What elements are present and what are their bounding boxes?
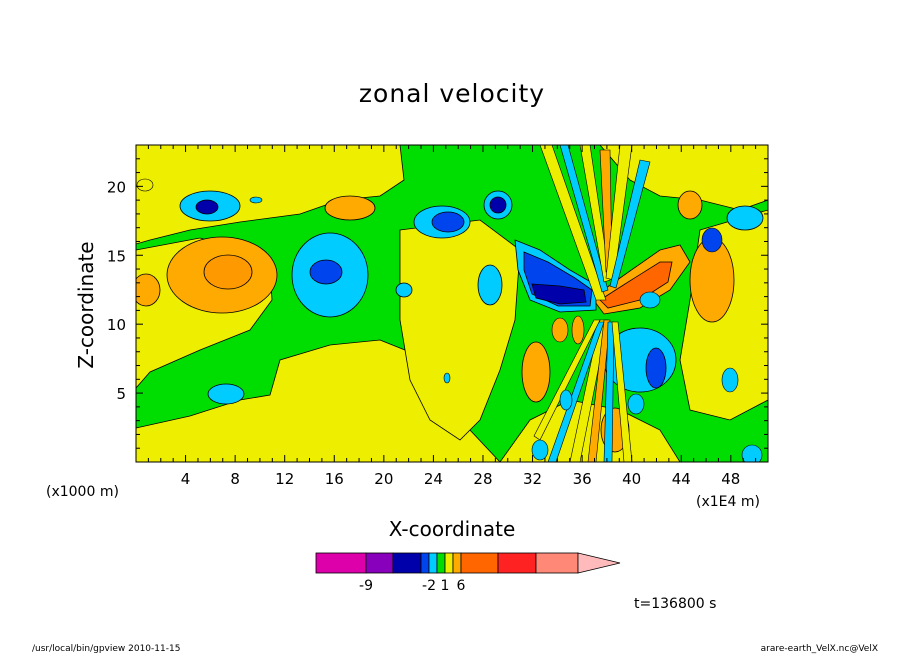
colorbar [315, 552, 621, 574]
x-tick-label-4: 4 [181, 470, 191, 488]
y-tick-label-10: 10 [107, 316, 126, 334]
x-tick-label-36: 36 [573, 470, 592, 488]
colorbar-segment-3 [392, 552, 422, 574]
cell-12 [136, 178, 154, 192]
jet-negative [514, 239, 597, 313]
x-axis-label: X-coordinate [389, 517, 516, 541]
wave-beam-10 [611, 321, 633, 462]
cell-4 [627, 393, 645, 415]
region-blue-right-low [645, 347, 667, 389]
cell-2 [571, 315, 585, 345]
colorbar-label--9: -9 [359, 578, 373, 594]
cell-7 [741, 444, 763, 462]
y-tick-label-5: 5 [116, 385, 126, 403]
y-axis-label: Z-coordinate [74, 241, 98, 368]
y-tick-label-15: 15 [107, 247, 126, 265]
colorbar-segment-5 [428, 552, 438, 574]
region-blue-top-mid [431, 211, 465, 233]
plot-area [136, 145, 768, 462]
colorbar-label--2: -2 [422, 578, 436, 594]
x-tick-label-28: 28 [473, 470, 492, 488]
jet-positive-core [599, 261, 673, 309]
region-orange-mid-low [521, 341, 551, 403]
x-tick-label-20: 20 [374, 470, 393, 488]
x-tick-label-48: 48 [721, 470, 740, 488]
chart-title: zonal velocity [359, 79, 545, 108]
cell-1 [551, 317, 569, 343]
region-blue-left [309, 259, 343, 285]
cell-10 [701, 227, 723, 253]
colorbar-label-1: 1 [441, 578, 450, 594]
small-cells [136, 178, 763, 462]
colorbar-segment-8 [452, 552, 462, 574]
cell-6 [721, 367, 739, 393]
x-tick-label-40: 40 [622, 470, 641, 488]
region-orange-right-top [677, 190, 703, 220]
colorbar-segment-9 [460, 552, 499, 574]
colorbar-segment-10 [497, 552, 537, 574]
colorbar-segment-11 [535, 552, 579, 574]
wave-beam-6 [609, 159, 651, 289]
y-ticks [136, 158, 768, 449]
colorbar-label-6: 6 [457, 578, 466, 594]
wave-beam-3 [579, 145, 611, 283]
colorbar-segment-6 [436, 552, 446, 574]
region-cyan-small [395, 282, 413, 298]
cell-8 [531, 439, 549, 461]
region-orange-top [324, 195, 376, 221]
x-unit-left: (x1000 m) [46, 484, 119, 500]
region-orange-far-left [136, 273, 161, 307]
x-tick-label-16: 16 [325, 470, 344, 488]
x-tick-label-8: 8 [230, 470, 240, 488]
colorbar-labels: -9 -2 1 6 [359, 578, 466, 594]
wave-beam-2 [559, 145, 609, 293]
time-label: t=136800 s [634, 596, 716, 612]
y-tick-labels: 5 10 15 20 [107, 178, 126, 403]
x-tick-label-12: 12 [275, 470, 294, 488]
footer-left: /usr/local/bin/gpview 2010-11-15 [32, 644, 180, 654]
cell-5 [639, 291, 661, 309]
region-orange-left-core [203, 254, 253, 290]
region-blue-top-center [489, 196, 507, 214]
x-tick-label-32: 32 [523, 470, 542, 488]
wave-beam-1 [539, 145, 607, 301]
footer-right: arare-earth_VelX.nc@VelX [761, 644, 878, 654]
wave-beams [533, 145, 651, 462]
colorbar-segment-4 [420, 552, 430, 574]
x-tick-label-24: 24 [424, 470, 443, 488]
region-cyan-low-left [207, 383, 245, 405]
negative-regions [179, 190, 764, 405]
cell-11 [249, 196, 263, 204]
colorbar-segment-7 [444, 552, 454, 574]
cell-3 [559, 389, 573, 411]
jet-negative-core [531, 283, 587, 305]
colorbar-segment-1 [315, 552, 367, 574]
region-cyan-top-right [726, 205, 764, 231]
x-unit-right: (x1E4 m) [696, 494, 760, 510]
x-ticks [147, 145, 757, 462]
cell-9 [443, 372, 451, 384]
colorbar-segment-2 [365, 552, 394, 574]
wave-beam-8 [587, 319, 611, 462]
x-tick-labels: 4 8 12 16 20 24 28 32 36 40 44 48 [181, 470, 741, 488]
plot-frame [135, 144, 769, 463]
colorbar-extend-arrow [577, 552, 621, 574]
jet-positive [591, 244, 691, 315]
region-blue-top-left [195, 199, 219, 215]
region-cyan-mid [477, 264, 503, 306]
y-tick-label-20: 20 [107, 178, 126, 196]
x-tick-label-44: 44 [672, 470, 691, 488]
wave-beam-11 [547, 321, 605, 462]
